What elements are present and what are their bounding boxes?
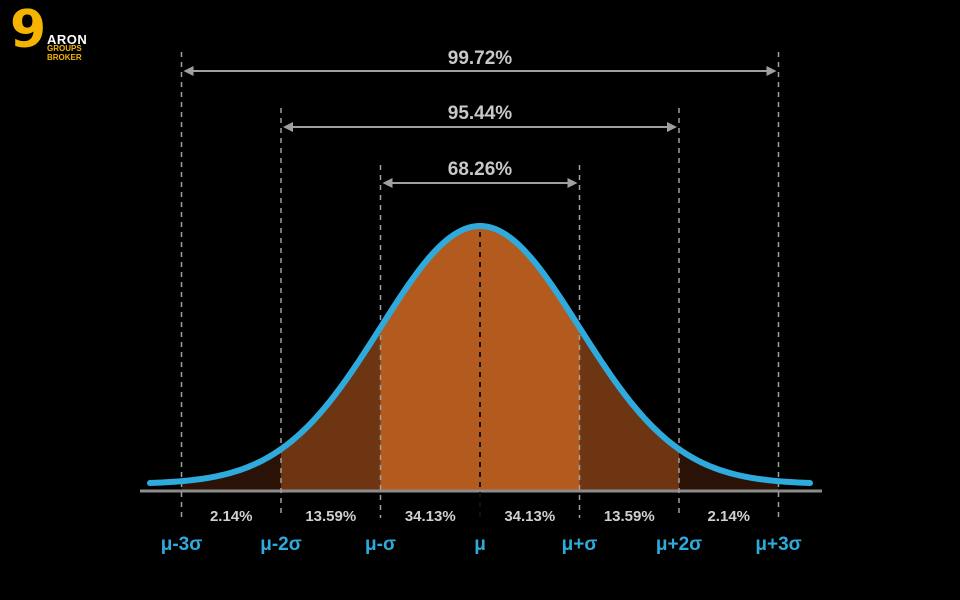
sigma-label: μ+3σ	[755, 534, 801, 555]
segment-percent: 13.59%	[604, 508, 655, 525]
sigma-label: μ-2σ	[260, 534, 302, 555]
sigma-axis-labels: μ-3σ μ-2σ μ-σ μ μ+σ μ+2σ μ+3σ	[161, 534, 802, 555]
span-percent-label: 99.72%	[448, 48, 513, 69]
sigma-label: μ-σ	[365, 534, 396, 555]
segment-percent: 13.59%	[305, 508, 356, 525]
span-arrows: 99.72% 95.44% 68.26%	[183, 48, 777, 188]
span-percent-label: 68.26%	[448, 159, 513, 180]
segment-percent: 34.13%	[405, 508, 456, 525]
segment-percent: 34.13%	[504, 508, 555, 525]
one-sigma-area	[380, 226, 580, 490]
bell-curve	[147, 222, 813, 486]
span-percent-label: 95.44%	[448, 103, 513, 124]
segment-percent: 2.14%	[707, 508, 750, 525]
brand-logo: 9 ARON GROUPS BROKER	[10, 4, 100, 62]
brand-name: ARON	[47, 32, 88, 47]
segment-percent: 2.14%	[210, 508, 253, 525]
brand-mark: 9	[10, 0, 47, 60]
brand-sub2: BROKER	[47, 53, 82, 62]
sigma-label: μ+2σ	[656, 534, 702, 555]
brand-sub1: GROUPS	[47, 44, 82, 53]
sigma-label: μ	[474, 534, 486, 555]
segment-percent-labels: 2.14% 13.59% 34.13% 34.13% 13.59% 2.14%	[210, 508, 750, 525]
sigma-label: μ+σ	[562, 534, 598, 555]
sigma-label: μ-3σ	[161, 534, 203, 555]
